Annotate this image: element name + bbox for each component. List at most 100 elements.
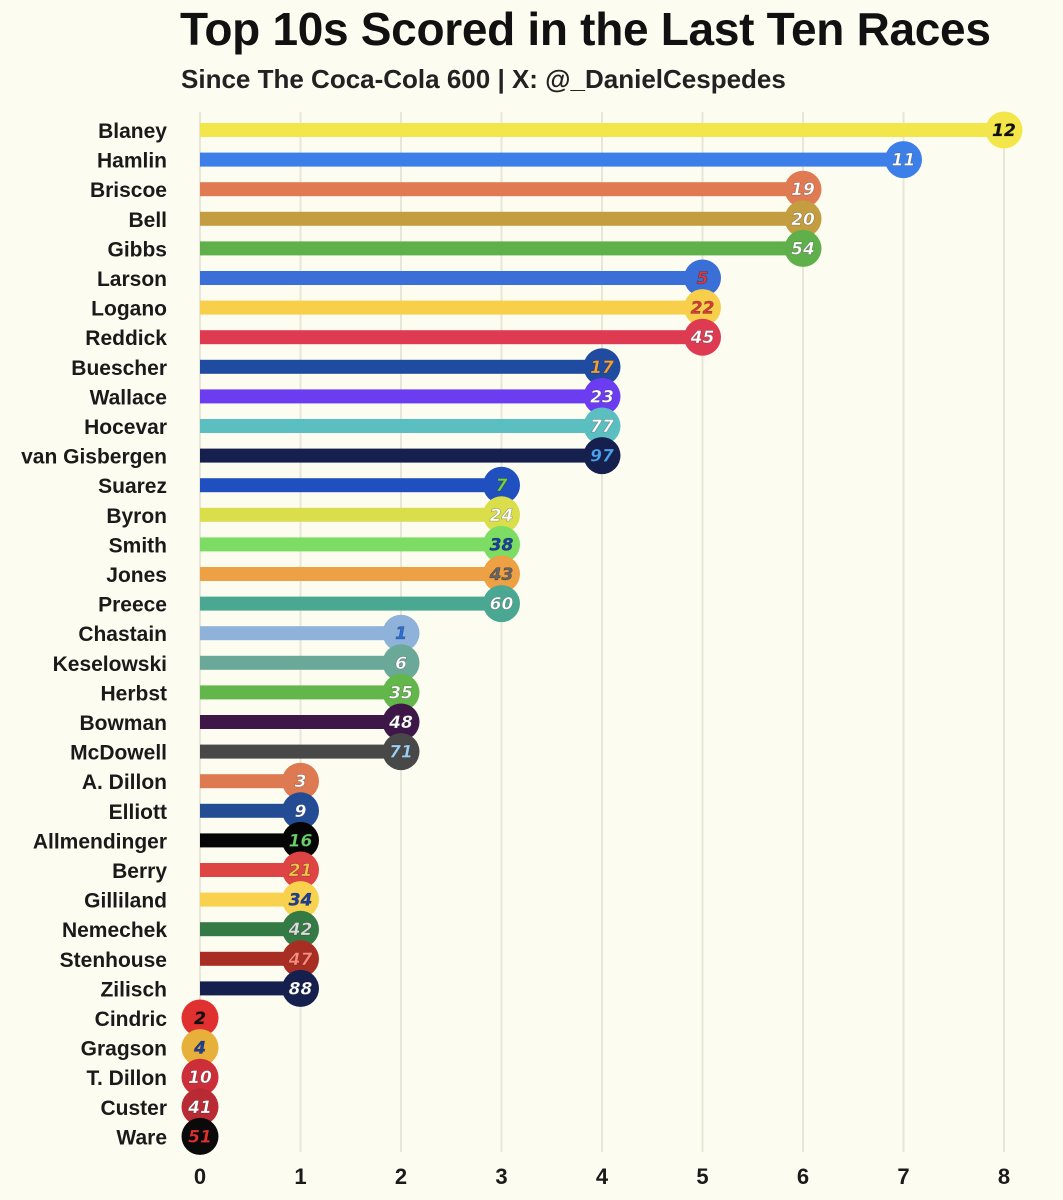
driver-label-zilisch: Zilisch — [100, 978, 167, 1001]
bar-allmendinger — [200, 833, 301, 848]
bar-stenhouse — [200, 951, 301, 966]
bar-jones — [200, 567, 502, 581]
car-number-zilisch: 88 — [289, 979, 313, 999]
car-number-byron: 24 — [490, 506, 514, 526]
car-badge-berry — [282, 851, 319, 889]
car-badge-byron — [483, 496, 520, 534]
chart-subtitle: Since The Coca-Cola 600 | X: @_DanielCes… — [181, 64, 786, 94]
bars-layer: 1211192054522451723779772438436016354871… — [181, 111, 1023, 1155]
car-number-van-gisbergen: 97 — [590, 447, 614, 467]
car-badge-gibbs — [784, 229, 822, 267]
car-badge-cindric — [181, 999, 219, 1037]
bar-mcdowell — [200, 744, 401, 759]
car-badge-t-dillon — [181, 1058, 219, 1096]
car-badge-hocevar — [583, 407, 621, 445]
driver-label-stenhouse: Stenhouse — [60, 949, 167, 972]
chart-title: Top 10s Scored in the Last Ten Races — [180, 3, 991, 55]
car-badge-logano — [684, 289, 721, 327]
car-badge-preece — [483, 585, 520, 623]
car-number-keselowski: 6 — [395, 654, 407, 674]
car-number-bell: 20 — [791, 210, 815, 230]
driver-label-hocevar: Hocevar — [84, 416, 167, 439]
car-number-hocevar: 77 — [590, 417, 614, 437]
driver-label-byron: Byron — [106, 505, 167, 528]
car-number-elliott: 9 — [295, 802, 307, 822]
car-badge-jones — [483, 555, 520, 593]
bar-bell — [200, 211, 803, 226]
driver-label-cindric: Cindric — [95, 1008, 168, 1031]
car-badge-mcdowell — [382, 733, 420, 771]
car-number-preece: 60 — [490, 595, 514, 615]
driver-label-a-dillon: A. Dillon — [82, 771, 167, 794]
car-badge-chastain — [382, 614, 420, 652]
driver-label-nemechek: Nemechek — [62, 919, 167, 942]
car-badge-reddick — [684, 318, 721, 356]
car-number-nemechek: 42 — [288, 920, 313, 940]
driver-label-keselowski: Keselowski — [53, 653, 167, 676]
car-badge-a-dillon — [282, 762, 319, 800]
car-number-jones: 43 — [489, 565, 514, 585]
x-tick-label-7: 7 — [897, 1164, 909, 1189]
car-badge-smith — [483, 525, 520, 563]
driver-label-berry: Berry — [112, 860, 167, 883]
car-number-t-dillon: 10 — [188, 1068, 212, 1088]
driver-label-smith: Smith — [109, 534, 167, 557]
driver-label-preece: Preece — [98, 594, 167, 617]
car-number-stenhouse: 47 — [288, 950, 313, 970]
car-number-gibbs: 54 — [791, 239, 815, 259]
bar-buescher — [200, 359, 602, 374]
driver-label-gibbs: Gibbs — [107, 238, 167, 261]
car-number-a-dillon: 3 — [295, 772, 307, 792]
car-badge-larson — [684, 259, 721, 297]
bar-herbst — [200, 685, 401, 700]
car-number-cindric: 2 — [194, 1009, 206, 1029]
car-badge-blaney — [985, 111, 1023, 149]
car-number-gragson: 4 — [193, 1039, 206, 1059]
x-tick-label-1: 1 — [294, 1164, 306, 1189]
bar-briscoe — [200, 182, 803, 197]
bar-reddick — [200, 330, 703, 345]
car-number-herbst: 35 — [389, 683, 413, 703]
driver-label-elliott: Elliott — [109, 801, 167, 824]
bar-blaney — [200, 123, 1004, 137]
bar-bowman — [200, 715, 401, 729]
driver-label-allmendinger: Allmendinger — [33, 830, 167, 853]
driver-label-hamlin: Hamlin — [97, 150, 167, 173]
bar-a-dillon — [200, 774, 301, 789]
driver-label-reddick: Reddick — [85, 327, 167, 350]
car-number-suarez: 7 — [496, 476, 508, 496]
bar-zilisch — [200, 981, 301, 996]
x-tick-label-8: 8 — [998, 1164, 1010, 1189]
car-number-briscoe: 19 — [791, 180, 815, 200]
driver-label-gilliland: Gilliland — [84, 890, 167, 913]
bar-gibbs — [200, 241, 803, 256]
car-badge-elliott — [282, 792, 319, 830]
driver-label-wallace: Wallace — [90, 386, 167, 409]
car-number-hamlin: 11 — [892, 151, 916, 171]
car-badge-nemechek — [282, 910, 319, 948]
car-badge-allmendinger — [282, 821, 319, 859]
bar-hocevar — [200, 419, 602, 433]
bar-hamlin — [200, 152, 904, 167]
bar-suarez — [200, 478, 502, 493]
bar-van-gisbergen — [200, 448, 602, 463]
x-tick-label-0: 0 — [194, 1164, 206, 1189]
car-badge-keselowski — [382, 644, 420, 682]
driver-label-logano: Logano — [91, 298, 167, 321]
car-number-smith: 38 — [490, 535, 514, 555]
car-badge-bowman — [382, 703, 420, 741]
bar-elliott — [200, 803, 301, 818]
driver-label-larson: Larson — [97, 268, 167, 291]
bar-nemechek — [200, 922, 301, 937]
car-badge-wallace — [583, 377, 621, 415]
bar-chastain — [200, 626, 401, 641]
car-badge-stenhouse — [282, 940, 319, 978]
car-number-logano: 22 — [691, 299, 715, 319]
car-badge-hamlin — [885, 141, 922, 179]
driver-label-mcdowell: McDowell — [70, 742, 167, 765]
car-badge-gilliland — [282, 881, 319, 919]
driver-label-bell: Bell — [128, 209, 167, 232]
car-number-mcdowell: 71 — [389, 743, 413, 763]
driver-label-suarez: Suarez — [98, 475, 167, 498]
car-number-ware: 51 — [188, 1127, 212, 1147]
